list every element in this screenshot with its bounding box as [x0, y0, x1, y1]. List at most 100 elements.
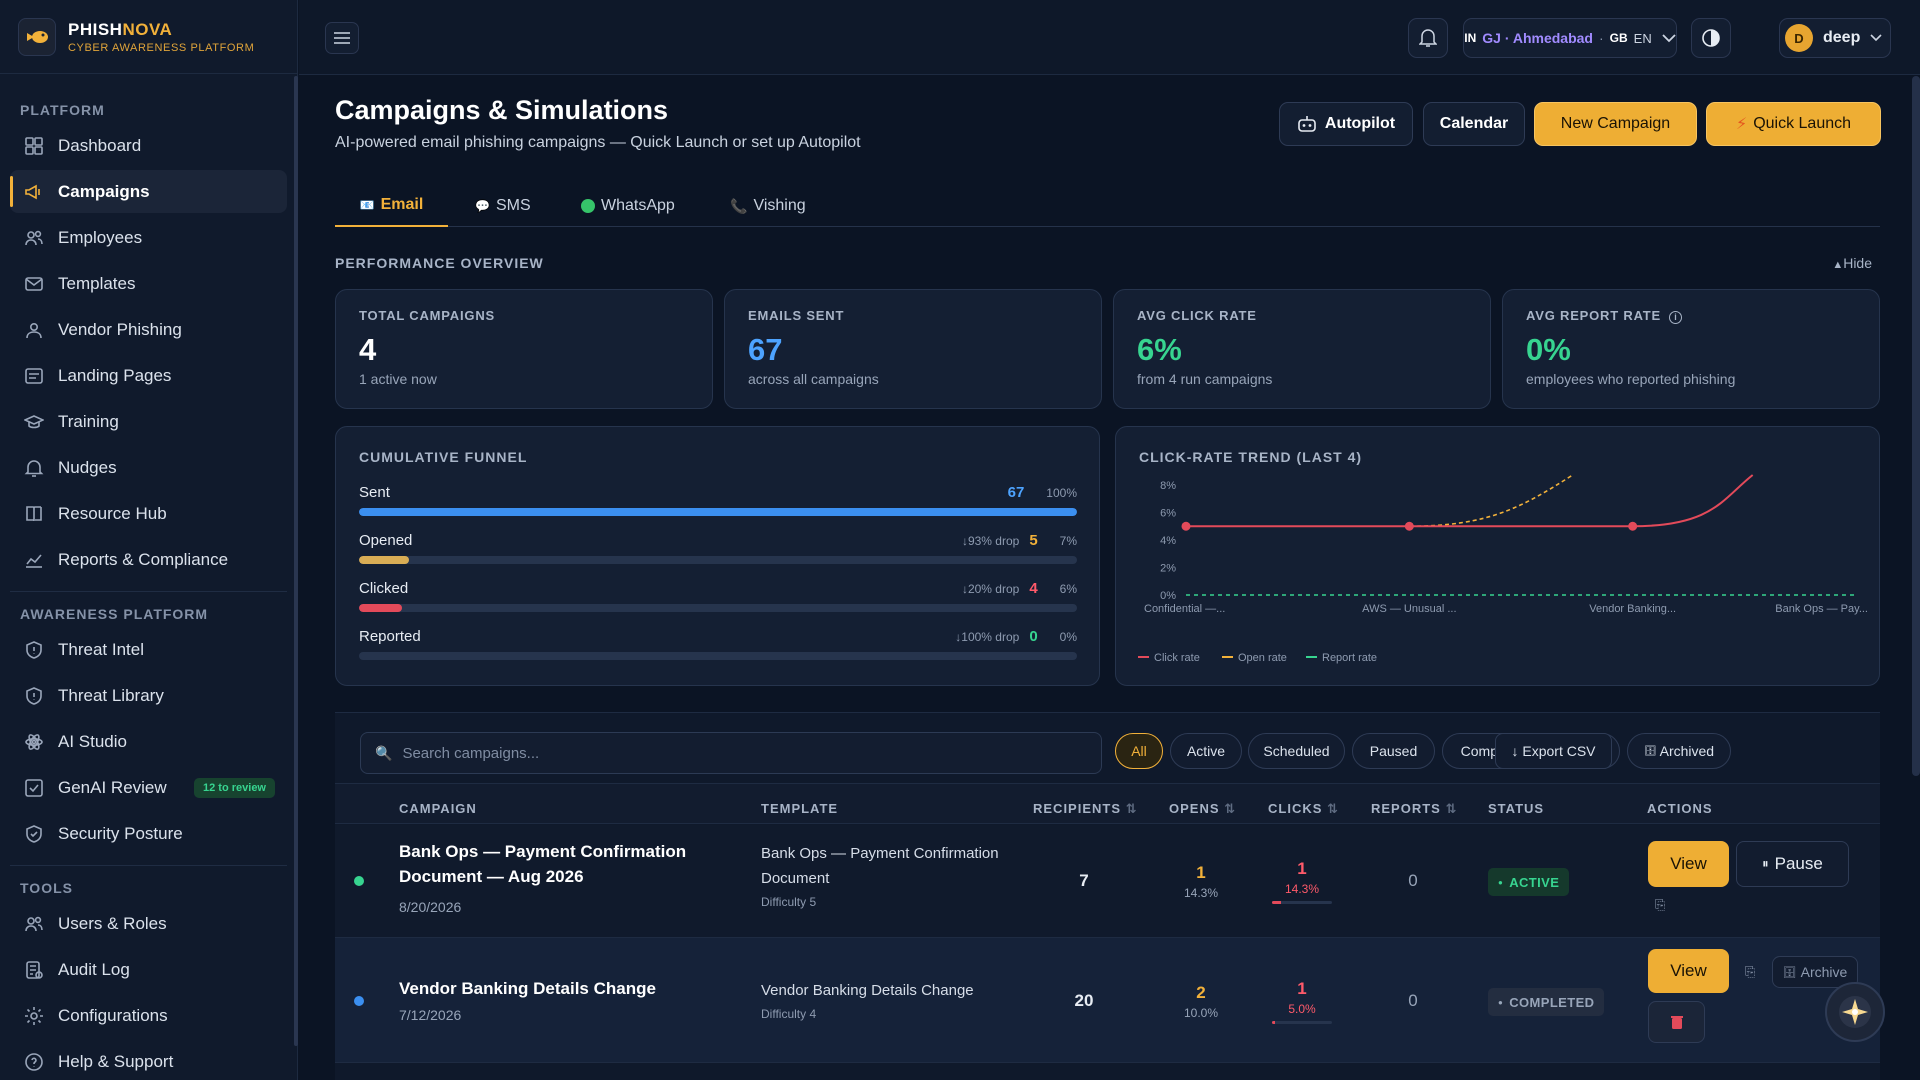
sidebar-item-label: Employees	[58, 227, 143, 247]
sidebar-item-help-support[interactable]: Help & Support	[10, 1040, 287, 1080]
col-reports[interactable]: REPORTS ⇅	[1371, 801, 1457, 817]
col-status: STATUS	[1488, 801, 1545, 816]
quick-launch-button[interactable]: ⚡ Quick Launch	[1706, 102, 1881, 146]
col-campaign[interactable]: CAMPAIGN	[399, 801, 477, 816]
info-icon[interactable]: i	[1669, 311, 1683, 324]
table-row[interactable]: Vendor Banking Details Change 7/12/2026 …	[335, 938, 1880, 1063]
tab-whatsapp[interactable]: WhatsApp	[581, 185, 675, 227]
funnel-drop: ↓100% drop	[955, 629, 1020, 644]
shield-check-icon	[26, 824, 42, 843]
campaign-name[interactable]: Vendor Banking Details Change	[399, 979, 656, 998]
filter-label: Active	[1186, 743, 1226, 759]
calendar-button[interactable]: Calendar	[1423, 102, 1525, 146]
sort-icon: ⇅	[1125, 801, 1138, 816]
graduation-icon	[24, 414, 44, 428]
sidebar-item-ai-studio[interactable]: AI Studio	[10, 720, 287, 763]
sidebar-item-users-roles[interactable]: Users & Roles	[10, 902, 287, 945]
col-label: CLICKS	[1268, 801, 1323, 816]
stat-card: AVG REPORT RATE i 0% employees who reporte…	[1502, 289, 1880, 409]
sidebar-item-threat-library[interactable]: Threat Library	[10, 674, 287, 717]
col-opens[interactable]: OPENS ⇅	[1169, 801, 1236, 817]
delete-button[interactable]	[1648, 1001, 1705, 1043]
menu-toggle-button[interactable]	[325, 22, 359, 54]
status-dot-icon: ●	[1498, 877, 1504, 887]
funnel-pct: 0%	[1059, 629, 1077, 644]
sidebar-item-threat-intel[interactable]: Threat Intel	[10, 628, 287, 671]
duplicate-icon[interactable]: ⎘	[1655, 897, 1666, 912]
filter-label: Archived	[1659, 743, 1715, 759]
filter-archived[interactable]: 🗄 Archived	[1627, 733, 1731, 769]
sidebar-item-nudges[interactable]: Nudges	[10, 446, 287, 489]
sidebar-item-reports-compliance[interactable]: Reports & Compliance	[10, 538, 287, 581]
stat-value: 6%	[1137, 332, 1182, 367]
campaigns-table-section: 🔍 Search campaigns... All Active Scheduled…	[335, 712, 1880, 1080]
theme-toggle-button[interactable]	[1691, 18, 1731, 58]
sidebar-item-resource-hub[interactable]: Resource Hub	[10, 492, 287, 535]
notifications-button[interactable]	[1408, 18, 1448, 58]
chevron-down-icon	[1662, 34, 1676, 43]
logo-icon	[18, 17, 56, 56]
users-icon	[25, 230, 43, 245]
pause-label: Pause	[1774, 854, 1823, 873]
vendor-icon	[26, 322, 42, 338]
sidebar-item-security-posture[interactable]: Security Posture	[10, 812, 287, 855]
tab-sms[interactable]: 💬 SMS	[475, 185, 531, 227]
campaign-date: 8/20/2026	[399, 899, 462, 915]
sidebar-item-label: Landing Pages	[58, 365, 172, 385]
sidebar-item-label: Threat Library	[58, 685, 164, 705]
sidebar-item-campaigns[interactable]: Campaigns	[10, 170, 287, 213]
filter-scheduled[interactable]: Scheduled	[1248, 733, 1345, 769]
user-menu[interactable]: D deep	[1779, 18, 1891, 58]
click-rate-point	[1628, 521, 1638, 531]
new-campaign-button[interactable]: New Campaign	[1534, 102, 1697, 146]
calendar-label: Calendar	[1439, 115, 1509, 132]
filter-all[interactable]: All	[1115, 733, 1163, 769]
sidebar-item-landing-pages[interactable]: Landing Pages	[10, 354, 287, 397]
gear-icon	[25, 1006, 43, 1025]
ai-assistant-button[interactable]	[1825, 982, 1885, 1042]
tab-email[interactable]: 📧 Email	[335, 185, 448, 227]
tab-label: Vishing	[753, 197, 806, 214]
col-template[interactable]: TEMPLATE	[761, 801, 839, 816]
col-recipients[interactable]: RECIPIENTS ⇅	[1033, 801, 1138, 817]
sidebar-item-audit-log[interactable]: Audit Log	[10, 948, 287, 991]
table-row[interactable]: Bank Ops — Payment Confirmation Document…	[335, 825, 1880, 938]
search-input[interactable]: Search campaigns...	[402, 744, 540, 762]
sidebar-item-configurations[interactable]: Configurations	[10, 994, 287, 1037]
book-icon	[26, 505, 42, 521]
locale-selector[interactable]: IN GJ · Ahmedabad · GB EN	[1463, 18, 1677, 58]
brand[interactable]: PHISHNOVA CYBER AWARENESS PLATFORM	[0, 0, 297, 74]
bell-icon	[24, 459, 44, 477]
sidebar-item-dashboard[interactable]: Dashboard	[10, 124, 287, 167]
tab-vishing[interactable]: 📞 Vishing	[730, 185, 806, 227]
brand-name: PHISHNOVA	[68, 19, 173, 39]
sidebar-item-training[interactable]: Training	[10, 400, 287, 443]
pause-button[interactable]: ⏸ Pause	[1736, 841, 1849, 887]
chevron-down-icon	[1870, 34, 1882, 42]
filter-paused[interactable]: Paused	[1352, 733, 1435, 769]
divider	[10, 591, 287, 592]
sidebar-item-genai-review[interactable]: GenAI Review 12 to review	[10, 766, 287, 809]
col-actions: ACTIONS	[1647, 801, 1713, 816]
filter-active[interactable]: Active	[1170, 733, 1242, 769]
sidebar-item-vendor-phishing[interactable]: Vendor Phishing	[10, 308, 287, 351]
archive-button[interactable]: 🗄 Archive	[1772, 956, 1858, 988]
sidebar-item-employees[interactable]: Employees	[10, 216, 287, 259]
funnel-drop: ↓93% drop	[961, 533, 1020, 548]
funnel-drop: ↓20% drop	[961, 581, 1020, 596]
col-clicks[interactable]: CLICKS ⇅	[1268, 801, 1339, 817]
hide-toggle[interactable]: ▲Hide	[1832, 255, 1872, 271]
duplicate-icon[interactable]: ⎘	[1745, 964, 1756, 979]
autopilot-button[interactable]: Autopilot	[1279, 102, 1413, 146]
export-csv-button[interactable]: ↓ Export CSV	[1495, 733, 1612, 769]
view-button[interactable]: View	[1648, 841, 1729, 887]
sidebar-scrollbar[interactable]	[294, 76, 298, 1046]
main-scrollbar[interactable]	[1912, 76, 1920, 776]
status-dot-icon: ●	[1498, 997, 1504, 1007]
search-field[interactable]: 🔍 Search campaigns...	[360, 732, 1102, 774]
view-button[interactable]: View	[1648, 949, 1729, 993]
stat-card: AVG CLICK RATE 6% from 4 run campaigns	[1113, 289, 1491, 409]
sidebar-item-templates[interactable]: Templates	[10, 262, 287, 305]
campaign-name[interactable]: Bank Ops — Payment Confirmation Document…	[399, 842, 687, 886]
template-name: Bank Ops — Payment Confirmation Document	[761, 845, 999, 887]
